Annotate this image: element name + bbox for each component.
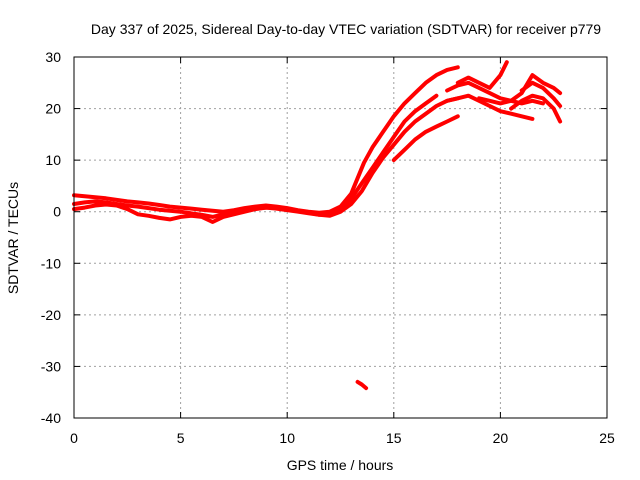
series-line-track-6 (445, 80, 545, 106)
y-tick-label: 10 (45, 152, 61, 168)
series-line-track-3 (72, 96, 460, 224)
series-line-track-9 (509, 93, 563, 124)
y-tick-label: 0 (53, 204, 61, 220)
series-line-track-8 (477, 73, 563, 106)
series-line-outlier (355, 379, 369, 391)
series-line-track-10 (519, 80, 563, 108)
x-tick-label: 0 (70, 430, 78, 446)
series-layer (72, 60, 563, 391)
axis-ticks: 0 5 10 15 20 25 -40 -30 -20 -10 0 10 20 30 (41, 49, 615, 446)
x-axis-label: GPS time / hours (287, 457, 394, 473)
y-tick-label: -20 (41, 307, 61, 323)
x-tick-label: 15 (386, 430, 402, 446)
y-tick-label: -30 (41, 358, 61, 374)
series-line-track-7 (455, 60, 509, 90)
y-axis-label: SDTVAR / TECUs (5, 182, 21, 294)
x-tick-label: 10 (279, 430, 295, 446)
x-tick-label: 25 (599, 430, 615, 446)
y-tick-label: 30 (45, 49, 61, 65)
y-tick-label: 20 (45, 101, 61, 117)
x-tick-label: 20 (493, 430, 509, 446)
plot-frame (73, 56, 608, 419)
grid-lines (74, 57, 607, 418)
y-tick-label: -10 (41, 255, 61, 271)
y-tick-label: -40 (41, 410, 61, 426)
series-line-track-5 (445, 93, 535, 121)
chart-title: Day 337 of 2025, Sidereal Day-to-day VTE… (91, 21, 601, 37)
x-tick-label: 5 (177, 430, 185, 446)
series-line-track-4 (391, 114, 460, 163)
